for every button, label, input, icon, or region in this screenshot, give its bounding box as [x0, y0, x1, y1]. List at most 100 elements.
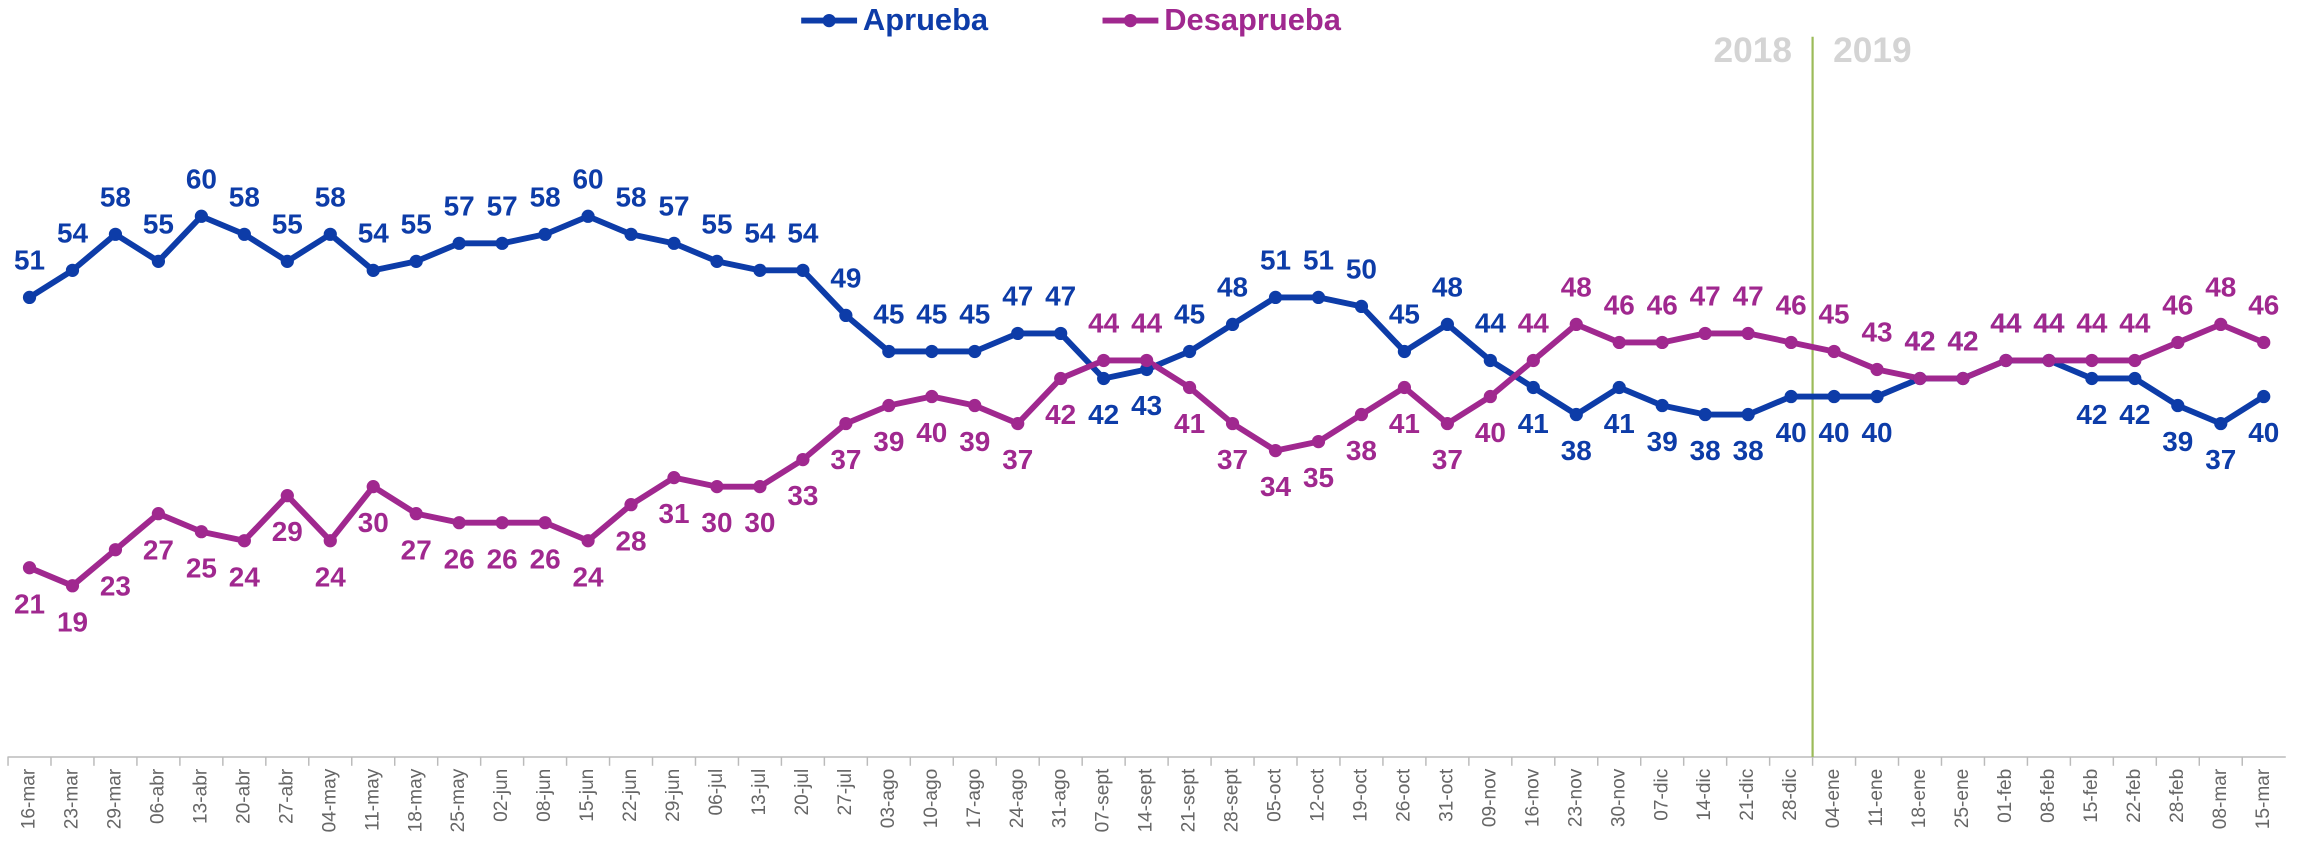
- x-tick-label: 05-oct: [1265, 768, 1286, 822]
- data-label: 46: [1647, 290, 1678, 321]
- data-label: 40: [1776, 417, 1807, 448]
- data-label: 42: [1088, 399, 1119, 430]
- data-point: [2171, 398, 2185, 413]
- x-tick-label: 07-dic: [1651, 768, 1672, 820]
- data-label: 38: [1561, 435, 1592, 466]
- data-point: [65, 579, 80, 593]
- data-label: 60: [573, 163, 604, 194]
- data-point: [1397, 380, 1412, 395]
- data-point: [667, 471, 681, 485]
- x-tick-label: 16-mar: [19, 768, 40, 829]
- data-label: 42: [2076, 399, 2107, 430]
- x-tick-label: 02-jun: [491, 769, 512, 822]
- data-label: 45: [873, 299, 904, 330]
- data-label: 47: [1002, 281, 1033, 312]
- x-tick-label: 30-nov: [1608, 768, 1629, 827]
- data-point: [366, 263, 380, 277]
- data-label: 19: [57, 606, 88, 637]
- data-point: [1311, 434, 1326, 449]
- data-label: 41: [1518, 408, 1549, 439]
- data-point: [925, 389, 939, 404]
- data-point: [2214, 416, 2228, 431]
- data-label: 39: [959, 426, 990, 457]
- x-tick-label: 11-ene: [1866, 769, 1887, 827]
- data-label: 60: [186, 163, 217, 194]
- x-tick-label: 23-nov: [1565, 768, 1586, 827]
- x-tick-label: 10-ago: [921, 769, 942, 828]
- data-label: 25: [186, 552, 217, 583]
- x-tick-label: 22-feb: [2124, 769, 2145, 823]
- data-label: 26: [444, 543, 475, 574]
- x-tick-label: 04-may: [319, 768, 340, 832]
- data-label: 47: [1045, 281, 1076, 312]
- data-label: 55: [272, 208, 303, 239]
- data-point: [2128, 353, 2142, 368]
- legend-dot: [1123, 13, 1138, 28]
- x-tick-label: 31-ago: [1050, 769, 1071, 828]
- data-point: [1440, 317, 1454, 332]
- x-tick-label: 13-jul: [749, 769, 770, 816]
- data-label: 24: [573, 561, 605, 592]
- data-point: [538, 516, 552, 530]
- x-tick-label: 28-feb: [2167, 769, 2188, 823]
- x-tick-label: 09-nov: [1479, 768, 1500, 827]
- data-label: 58: [100, 181, 131, 212]
- data-label: 42: [1947, 326, 1978, 357]
- x-tick-label: 15-mar: [2253, 768, 2274, 829]
- x-tick-label: 27-abr: [276, 768, 297, 824]
- data-label: 51: [1303, 244, 1334, 275]
- data-label: 46: [2248, 290, 2279, 321]
- data-point: [1354, 407, 1369, 422]
- x-tick-label: 21-sept: [1179, 768, 1200, 832]
- data-point: [1225, 317, 1240, 332]
- x-tick-label: 07-sept: [1093, 768, 1114, 832]
- data-label: 44: [1475, 308, 1507, 339]
- data-label: 33: [787, 480, 818, 511]
- data-label: 58: [229, 181, 260, 212]
- data-point: [409, 254, 423, 268]
- data-label: 54: [358, 217, 390, 248]
- data-label: 31: [658, 498, 689, 529]
- x-tick-label: 04-ene: [1823, 769, 1844, 828]
- data-label: 41: [1389, 408, 1420, 439]
- data-label: 43: [1862, 317, 1893, 348]
- x-tick-label: 11-may: [362, 768, 383, 831]
- data-label: 48: [1561, 272, 1592, 303]
- data-label: 24: [315, 561, 347, 592]
- data-label: 51: [1260, 244, 1291, 275]
- data-point: [280, 254, 294, 268]
- data-point: [1483, 353, 1497, 368]
- data-point: [710, 254, 724, 268]
- data-label: 30: [358, 507, 389, 538]
- data-label: 44: [2033, 308, 2065, 339]
- data-label: 45: [959, 299, 990, 330]
- legend-dot: [822, 13, 836, 28]
- data-point: [839, 416, 853, 431]
- data-point: [409, 507, 423, 521]
- data-point: [581, 534, 595, 548]
- data-point: [452, 236, 466, 250]
- data-label: 39: [1647, 426, 1678, 457]
- data-point: [65, 263, 80, 277]
- x-tick-label: 28-dic: [1780, 768, 1801, 820]
- data-label: 42: [1904, 326, 1935, 357]
- data-point: [1054, 326, 1068, 341]
- data-point: [1182, 380, 1197, 395]
- data-point: [538, 227, 552, 241]
- data-label: 40: [1475, 417, 1506, 448]
- legend-label: Desaprueba: [1164, 2, 1341, 37]
- data-label: 27: [143, 534, 174, 565]
- data-label: 28: [616, 525, 647, 556]
- data-label: 55: [401, 208, 432, 239]
- data-point: [968, 344, 982, 359]
- data-point: [1784, 335, 1798, 350]
- data-point: [2257, 389, 2271, 404]
- data-label: 54: [57, 217, 89, 248]
- data-label: 49: [830, 263, 861, 294]
- data-label: 57: [658, 190, 689, 221]
- data-label: 42: [1045, 399, 1076, 430]
- data-label: 21: [14, 588, 45, 619]
- data-point: [22, 561, 37, 575]
- data-point: [366, 480, 380, 494]
- data-point: [2257, 335, 2271, 350]
